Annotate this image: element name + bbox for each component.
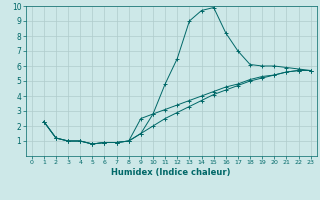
- X-axis label: Humidex (Indice chaleur): Humidex (Indice chaleur): [111, 168, 231, 177]
